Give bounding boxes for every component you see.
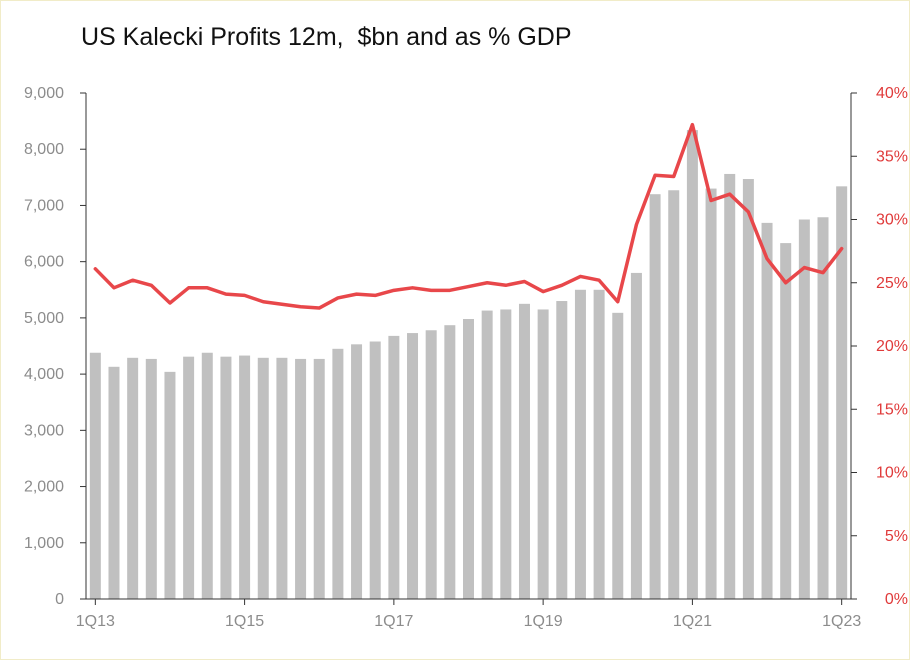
left-y-tick-label: 4,000 bbox=[24, 366, 64, 383]
right-y-tick-label: 10% bbox=[876, 465, 908, 482]
bar-4q17 bbox=[444, 325, 456, 599]
bar-1q19 bbox=[537, 309, 549, 599]
bar-2q15 bbox=[257, 357, 269, 599]
right-y-tick-label: 5% bbox=[885, 528, 908, 545]
bar-1q15 bbox=[239, 355, 251, 599]
left-y-tick-label: 8,000 bbox=[24, 141, 64, 158]
left-y-tick-label: 1,000 bbox=[24, 535, 64, 552]
bar-series bbox=[89, 130, 848, 600]
profit-share-line bbox=[93, 122, 844, 310]
bar-2q21 bbox=[705, 188, 717, 599]
bar-3q14 bbox=[201, 352, 213, 599]
bar-4q14 bbox=[220, 356, 232, 599]
right-y-tick-label: 15% bbox=[876, 401, 908, 418]
bar-2q18 bbox=[481, 310, 493, 599]
bar-4q18 bbox=[518, 303, 530, 599]
x-tick-label: 1Q17 bbox=[374, 613, 413, 630]
line-series bbox=[93, 122, 844, 310]
bar-1q23 bbox=[836, 186, 848, 599]
x-tick-label: 1Q19 bbox=[524, 613, 563, 630]
bar-2q16 bbox=[332, 348, 344, 599]
left-y-tick-label: 7,000 bbox=[24, 197, 64, 214]
left-y-tick-label: 9,000 bbox=[24, 85, 64, 102]
left-y-tick-label: 6,000 bbox=[24, 254, 64, 271]
x-tick-label: 1Q13 bbox=[76, 613, 115, 630]
bar-3q19 bbox=[574, 289, 586, 599]
bar-1q17 bbox=[388, 335, 400, 599]
right-y-tick-label: 35% bbox=[876, 148, 908, 165]
left-y-tick-label: 3,000 bbox=[24, 422, 64, 439]
right-y-tick-label: 25% bbox=[876, 275, 908, 292]
bar-2q22 bbox=[780, 243, 792, 600]
right-y-tick-label: 0% bbox=[885, 591, 908, 608]
chart-title: US Kalecki Profits 12m, $bn and as % GDP bbox=[81, 23, 572, 51]
bar-2q17 bbox=[407, 333, 419, 599]
bar-3q20 bbox=[649, 194, 661, 599]
bar-4q15 bbox=[295, 358, 307, 599]
bar-3q15 bbox=[276, 357, 288, 599]
bar-4q21 bbox=[742, 179, 754, 599]
left-y-tick-label: 5,000 bbox=[24, 310, 64, 327]
right-y-tick-label: 30% bbox=[876, 212, 908, 229]
bar-3q17 bbox=[425, 330, 437, 599]
left-y-tick-label: 2,000 bbox=[24, 479, 64, 496]
bar-2q19 bbox=[556, 301, 568, 599]
bar-1q18 bbox=[463, 319, 474, 599]
x-tick-label: 1Q21 bbox=[673, 613, 712, 630]
bar-1q16 bbox=[313, 358, 325, 599]
bar-4q19 bbox=[593, 289, 605, 599]
bar-4q22 bbox=[817, 217, 829, 599]
bar-3q13 bbox=[127, 357, 139, 599]
bar-1q21 bbox=[686, 130, 698, 600]
left-y-tick-label: 0 bbox=[55, 591, 64, 608]
bar-3q21 bbox=[724, 173, 736, 599]
bar-3q16 bbox=[351, 344, 363, 599]
right-y-tick-label: 20% bbox=[876, 338, 908, 355]
bar-1q20 bbox=[612, 312, 624, 599]
tick-labels: 0 1,000 2,000 3,000 4,000 5,000 6,000 7,000 8,00… bbox=[24, 85, 908, 630]
bar-3q18 bbox=[500, 309, 512, 599]
bar-1q13 bbox=[89, 352, 101, 599]
bar-4q13 bbox=[145, 358, 157, 599]
bar-3q22 bbox=[798, 219, 810, 599]
x-tick-label: 1Q15 bbox=[225, 613, 264, 630]
x-tick-label: 1Q23 bbox=[822, 613, 861, 630]
bar-2q20 bbox=[630, 272, 642, 599]
bar-4q16 bbox=[369, 341, 381, 599]
bar-2q14 bbox=[183, 356, 195, 599]
bar-1q22 bbox=[761, 222, 773, 599]
bar-4q20 bbox=[668, 190, 680, 599]
bar-2q13 bbox=[108, 366, 120, 599]
bar-1q14 bbox=[164, 371, 176, 599]
right-y-tick-label: 40% bbox=[876, 85, 908, 102]
